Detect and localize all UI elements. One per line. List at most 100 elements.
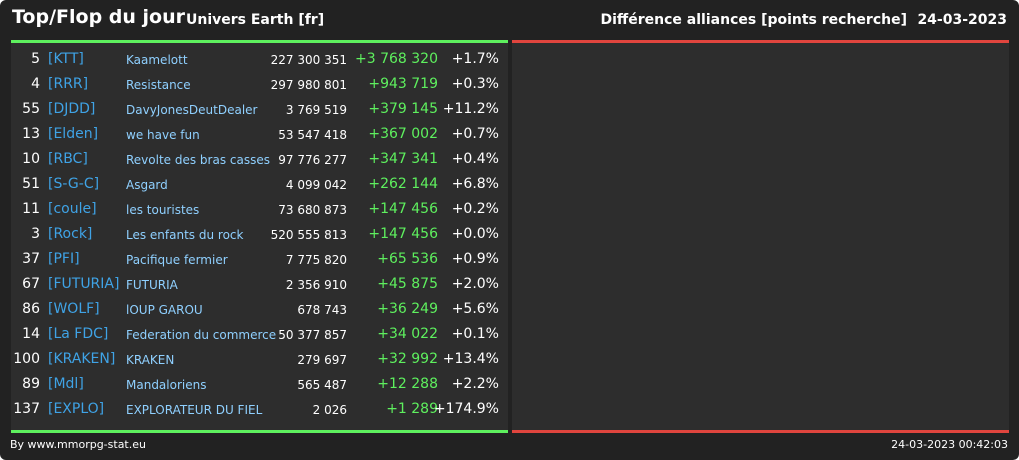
rank: 4 (31, 76, 40, 92)
rank: 100 (13, 351, 40, 367)
alliance-name: Revolte des bras casses (126, 153, 270, 167)
date: 24-03-2023 (917, 12, 1007, 28)
alliance-name: Mandaloriens (126, 378, 207, 392)
rank: 3 (31, 226, 40, 242)
rank: 55 (22, 101, 40, 117)
title: Top/Flop du jour (12, 6, 185, 28)
tag: [EXPLO] (48, 401, 105, 417)
percent: +0.9% (451, 251, 499, 267)
source: By www.mmorpg-stat.eu (10, 438, 146, 451)
top-panel (11, 40, 508, 433)
difference: +1 289 (386, 401, 438, 417)
alliance-name: KRAKEN (126, 353, 175, 367)
difference: +147 456 (368, 226, 438, 242)
tag: [La FDC] (48, 326, 109, 342)
tag: [DJDD] (48, 101, 96, 117)
tag: [WOLF] (48, 301, 100, 317)
green-line (11, 430, 508, 433)
points: 97 776 277 (278, 153, 347, 167)
difference: +34 022 (377, 326, 438, 342)
alliance-name: les touristes (126, 203, 200, 217)
difference: +147 456 (368, 201, 438, 217)
percent: +2.0% (451, 276, 499, 292)
alliance-name: DavyJonesDeutDealer (126, 103, 258, 117)
alliance-name: lOUP GAROU (126, 303, 203, 317)
universe: Univers Earth [fr] (186, 12, 325, 28)
difference: +347 341 (368, 151, 438, 167)
tag: [FUTURIA] (48, 276, 120, 292)
points: 297 980 801 (270, 78, 347, 92)
rank: 10 (22, 151, 40, 167)
percent: +13.4% (442, 351, 499, 367)
percent: +6.8% (451, 176, 499, 192)
tag: [RRR] (48, 76, 89, 92)
points: 53 547 418 (278, 128, 347, 142)
tag: [Mdl] (48, 376, 84, 392)
timestamp: 24-03-2023 00:42:03 (891, 438, 1008, 451)
percent: +0.1% (451, 326, 499, 342)
tag: [Rock] (48, 226, 93, 242)
difference: +32 992 (377, 351, 438, 367)
difference: +379 145 (368, 101, 438, 117)
tag: [KRAKEN] (48, 351, 116, 367)
tag: [Elden] (48, 126, 99, 142)
rank: 11 (22, 201, 40, 217)
rank: 5 (31, 51, 40, 67)
difference: +367 002 (368, 126, 438, 142)
alliance-name: Resistance (126, 78, 191, 92)
red-line (512, 40, 1009, 43)
points: 50 377 857 (278, 328, 347, 342)
points: 2 356 910 (285, 278, 347, 292)
percent: +0.7% (451, 126, 499, 142)
difference: +943 719 (368, 76, 438, 92)
difference: +262 144 (368, 176, 438, 192)
difference: +45 875 (377, 276, 438, 292)
alliance-name: we have fun (126, 128, 200, 142)
tag: [PFI] (48, 251, 80, 267)
difference: +36 249 (377, 301, 438, 317)
tag: [S-G-C] (48, 176, 100, 192)
rank: 14 (22, 326, 40, 342)
points: 4 099 042 (285, 178, 347, 192)
percent: +0.3% (451, 76, 499, 92)
subtitle: Différence alliances [points recherche] (600, 12, 907, 28)
rank: 13 (22, 126, 40, 142)
points: 3 769 519 (285, 103, 347, 117)
percent: +1.7% (451, 51, 499, 67)
percent: +0.2% (451, 201, 499, 217)
rank: 37 (22, 251, 40, 267)
rank: 51 (22, 176, 40, 192)
points: 2 026 (312, 403, 347, 417)
difference: +65 536 (377, 251, 438, 267)
tag: [RBC] (48, 151, 88, 167)
points: 565 487 (297, 378, 347, 392)
alliance-name: Federation du commerce (126, 328, 277, 342)
alliance-name: EXPLORATEUR DU FIEL (126, 403, 263, 417)
percent: +0.4% (451, 151, 499, 167)
difference: +12 288 (377, 376, 438, 392)
rank: 86 (22, 301, 40, 317)
points: 7 775 820 (285, 253, 347, 267)
rank: 137 (13, 401, 40, 417)
points: 73 680 873 (278, 203, 347, 217)
alliance-name: Kaamelott (126, 53, 188, 67)
red-line (512, 430, 1009, 433)
tag: [KTT] (48, 51, 84, 67)
alliance-name: Les enfants du rock (126, 228, 244, 242)
points: 279 697 (297, 353, 347, 367)
percent: +0.0% (451, 226, 499, 242)
alliance-name: FUTURIA (126, 278, 178, 292)
difference: +3 768 320 (355, 51, 438, 67)
rank: 67 (22, 276, 40, 292)
green-line (11, 40, 508, 43)
percent: +2.2% (451, 376, 499, 392)
alliance-name: Pacifique fermier (126, 253, 228, 267)
percent: +5.6% (451, 301, 499, 317)
percent: +11.2% (442, 101, 499, 117)
points: 520 555 813 (270, 228, 347, 242)
alliance-name: Asgard (126, 178, 168, 192)
points: 678 743 (297, 303, 347, 317)
tag: [coule] (48, 201, 97, 217)
rank: 89 (22, 376, 40, 392)
